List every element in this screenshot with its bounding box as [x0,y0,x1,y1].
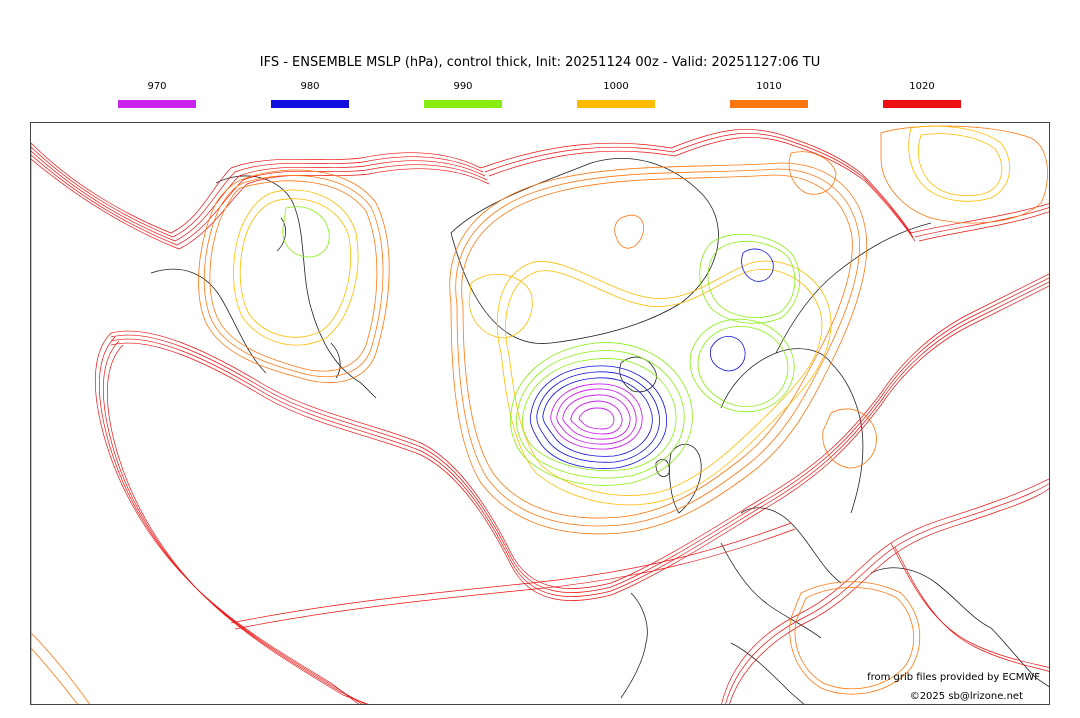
chart-title: IFS - ENSEMBLE MSLP (hPa), control thick… [259,55,821,70]
legend-item-1000: 1000 [577,81,655,108]
legend-swatch [424,100,502,108]
isobars-1020 [31,128,1049,704]
legend-label: 1020 [909,81,935,92]
legend-item-1020: 1020 [883,81,961,108]
legend-label: 1010 [756,81,782,92]
coastlines [150,158,1049,704]
legend-item-1010: 1010 [730,81,808,108]
isobars-990 [282,206,800,486]
legend-item-990: 990 [424,81,502,108]
legend-label: 980 [300,81,320,92]
isobars-980 [529,248,774,469]
legend-item-970: 970 [118,81,196,108]
legend-swatch [118,100,196,108]
map-canvas [31,125,1049,704]
isobars-970 [550,383,643,450]
legend-swatch [577,100,655,108]
legend-label: 990 [453,81,473,92]
legend-swatch [271,100,349,108]
isobars-1010 [31,125,1048,704]
legend-swatch [730,100,808,108]
isobars-1000 [233,125,1010,506]
pressure-map [30,122,1050,705]
data-source-credit: from grib files provided by ECMWF [867,672,1040,683]
legend-swatch [883,100,961,108]
legend-label: 1000 [603,81,629,92]
legend-label: 970 [147,81,167,92]
copyright-credit: ©2025 sb@lrizone.net [909,691,1023,702]
legend-item-980: 980 [271,81,349,108]
